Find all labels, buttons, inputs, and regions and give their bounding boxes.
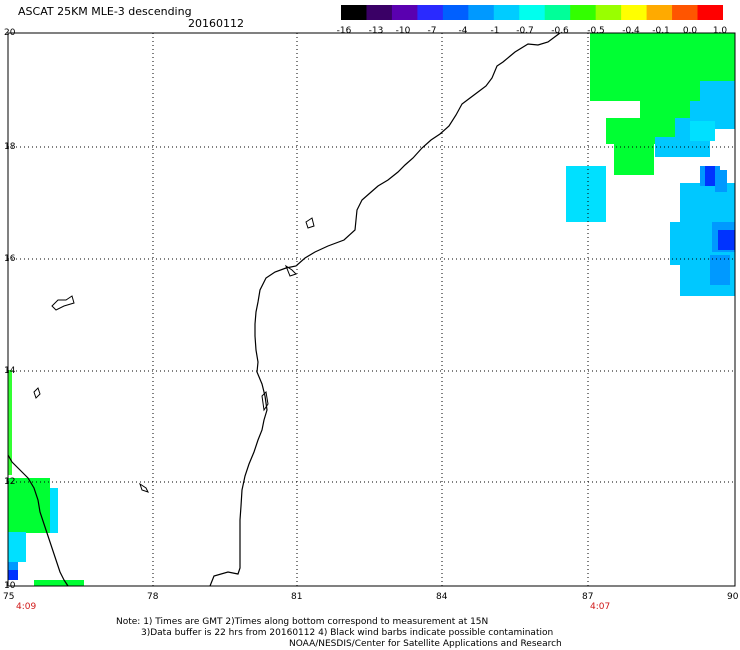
- colorbar: [341, 5, 723, 20]
- colorbar-tick-label: -4: [458, 26, 468, 36]
- pass-time-right: 4:07: [590, 602, 611, 612]
- colorbar-segment: [341, 5, 368, 20]
- swath-cell: [705, 166, 715, 186]
- latitude-label: 14: [4, 366, 16, 376]
- swath-cell: [590, 81, 630, 101]
- map-title: ASCAT 25KM MLE-3 descending: [18, 5, 192, 18]
- swath-cell: [640, 101, 690, 118]
- longitude-label: 84: [436, 592, 448, 602]
- pass-time-left: 4:09: [16, 602, 37, 612]
- lat-lon-grid: [8, 33, 735, 586]
- swath-cell: [8, 562, 18, 572]
- colorbar-tick-label: -16: [336, 26, 352, 36]
- swath-cell: [614, 144, 654, 175]
- colorbar-segment: [493, 5, 520, 20]
- colorbar-segment: [621, 5, 648, 20]
- colorbar-tick-label: 0.0: [682, 26, 698, 36]
- colorbar-segment: [646, 5, 673, 20]
- longitude-label: 75: [3, 592, 15, 602]
- colorbar-tick-label: -0.1: [652, 26, 670, 36]
- swath-cell: [8, 570, 18, 580]
- swath-cell: [8, 532, 26, 562]
- swath-cell: [8, 478, 50, 533]
- latitude-label: 18: [4, 142, 16, 152]
- island-outline: [284, 264, 297, 277]
- swath-cell: [690, 121, 715, 141]
- longitude-label: 78: [147, 592, 159, 602]
- wind-swaths: [8, 33, 735, 586]
- colorbar-segment: [672, 5, 699, 20]
- footer-note-1: Note: 1) Times are GMT 2)Times along bot…: [116, 617, 489, 627]
- island-outline: [139, 482, 149, 493]
- footer-credit: NOAA/NESDIS/Center for Satellite Applica…: [289, 639, 562, 649]
- colorbar-tick-label: -0.7: [516, 26, 534, 36]
- latitude-label: 20: [4, 28, 16, 38]
- coastline-path: [7, 454, 69, 587]
- colorbar-tick-label: -0.5: [587, 26, 605, 36]
- longitude-label: 90: [727, 592, 739, 602]
- island-outline: [33, 387, 41, 399]
- colorbar-segment: [417, 5, 444, 20]
- latitude-label: 12: [4, 477, 16, 487]
- swath-cell: [715, 170, 727, 192]
- colorbar-tick-label: -0.6: [551, 26, 569, 36]
- colorbar-tick-label: -1: [490, 26, 500, 36]
- swath-cell: [8, 370, 12, 475]
- swath-cell: [655, 118, 675, 138]
- swath-cell: [655, 137, 710, 157]
- island-outline: [261, 390, 269, 412]
- latitude-label: 16: [4, 254, 16, 264]
- swath-cell: [630, 81, 690, 101]
- map-date: 20160112: [188, 17, 244, 30]
- colorbar-segment: [519, 5, 546, 20]
- colorbar-segment: [544, 5, 571, 20]
- colorbar-tick-label: -10: [395, 26, 411, 36]
- latitude-label: 10: [4, 581, 16, 591]
- coastline-path: [209, 32, 561, 587]
- footer-note-2: 3)Data buffer is 22 hrs from 20160112 4)…: [141, 628, 554, 638]
- swath-cell: [566, 166, 606, 222]
- colorbar-segment: [697, 5, 723, 20]
- longitude-label: 81: [291, 592, 303, 602]
- coastline: [7, 32, 561, 587]
- swath-cell: [34, 580, 84, 586]
- colorbar-segment: [391, 5, 418, 20]
- colorbar-tick-label: 1.0: [712, 26, 728, 36]
- map-frame: [7, 32, 736, 587]
- longitude-label: 87: [582, 592, 594, 602]
- colorbar-segment: [468, 5, 495, 20]
- swath-cell: [606, 118, 656, 144]
- colorbar-segment: [570, 5, 597, 20]
- island-outline: [51, 295, 75, 311]
- island-outline: [305, 217, 315, 229]
- swath-cell: [718, 230, 735, 250]
- swath-cell: [690, 101, 710, 121]
- colorbar-segment: [595, 5, 622, 20]
- colorbar-tick-label: -7: [427, 26, 437, 36]
- colorbar-segment: [442, 5, 469, 20]
- colorbar-segment: [366, 5, 393, 20]
- swath-cell: [50, 488, 58, 533]
- swath-cell: [710, 255, 730, 285]
- colorbar-tick-label: -13: [368, 26, 384, 36]
- colorbar-tick-label: -0.4: [622, 26, 640, 36]
